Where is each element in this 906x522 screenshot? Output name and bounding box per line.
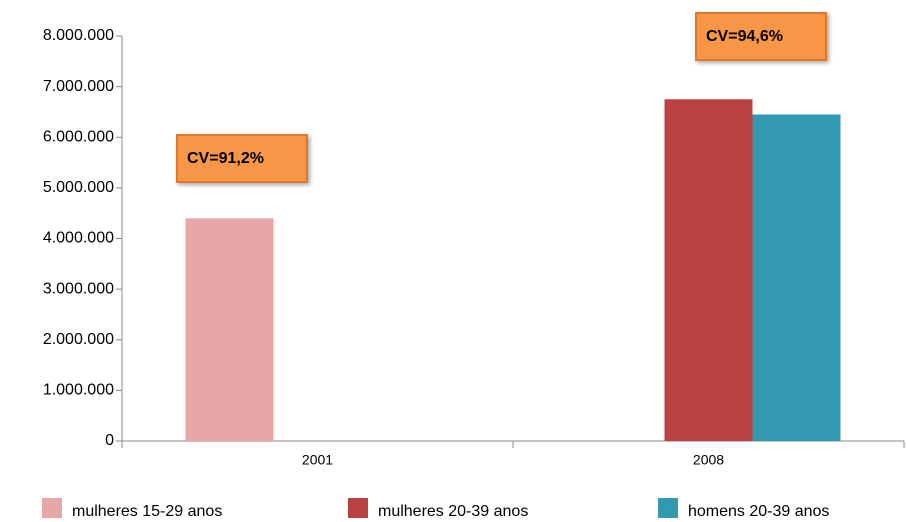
legend-swatch	[658, 498, 678, 518]
legend-label: homens 20-39 anos	[688, 503, 829, 520]
annotation-text: CV=94,6%	[706, 28, 783, 45]
y-tick-label: 3.000.000	[43, 280, 114, 297]
x-tick-label: 2008	[693, 452, 724, 468]
y-tick-label: 8.000.000	[43, 27, 114, 44]
legend-swatch	[42, 498, 62, 518]
bar	[664, 99, 753, 441]
legend-label: mulheres 15-29 anos	[72, 503, 222, 520]
annotation-text: CV=91,2%	[187, 150, 264, 167]
legend-label: mulheres 20-39 anos	[378, 503, 528, 520]
bar	[185, 218, 274, 441]
annotation-box	[176, 134, 308, 183]
y-tick-label: 7.000.000	[43, 78, 114, 95]
y-tick-label: 1.000.000	[43, 382, 114, 399]
legend-swatch	[348, 498, 368, 518]
y-tick-label: 5.000.000	[43, 179, 114, 196]
y-tick-label: 2.000.000	[43, 331, 114, 348]
bar	[752, 114, 841, 441]
annotation-box	[695, 12, 827, 61]
y-tick-label: 6.000.000	[43, 128, 114, 145]
x-tick-label: 2001	[302, 452, 333, 468]
y-tick-label: 0	[105, 432, 114, 449]
y-tick-label: 4.000.000	[43, 230, 114, 247]
